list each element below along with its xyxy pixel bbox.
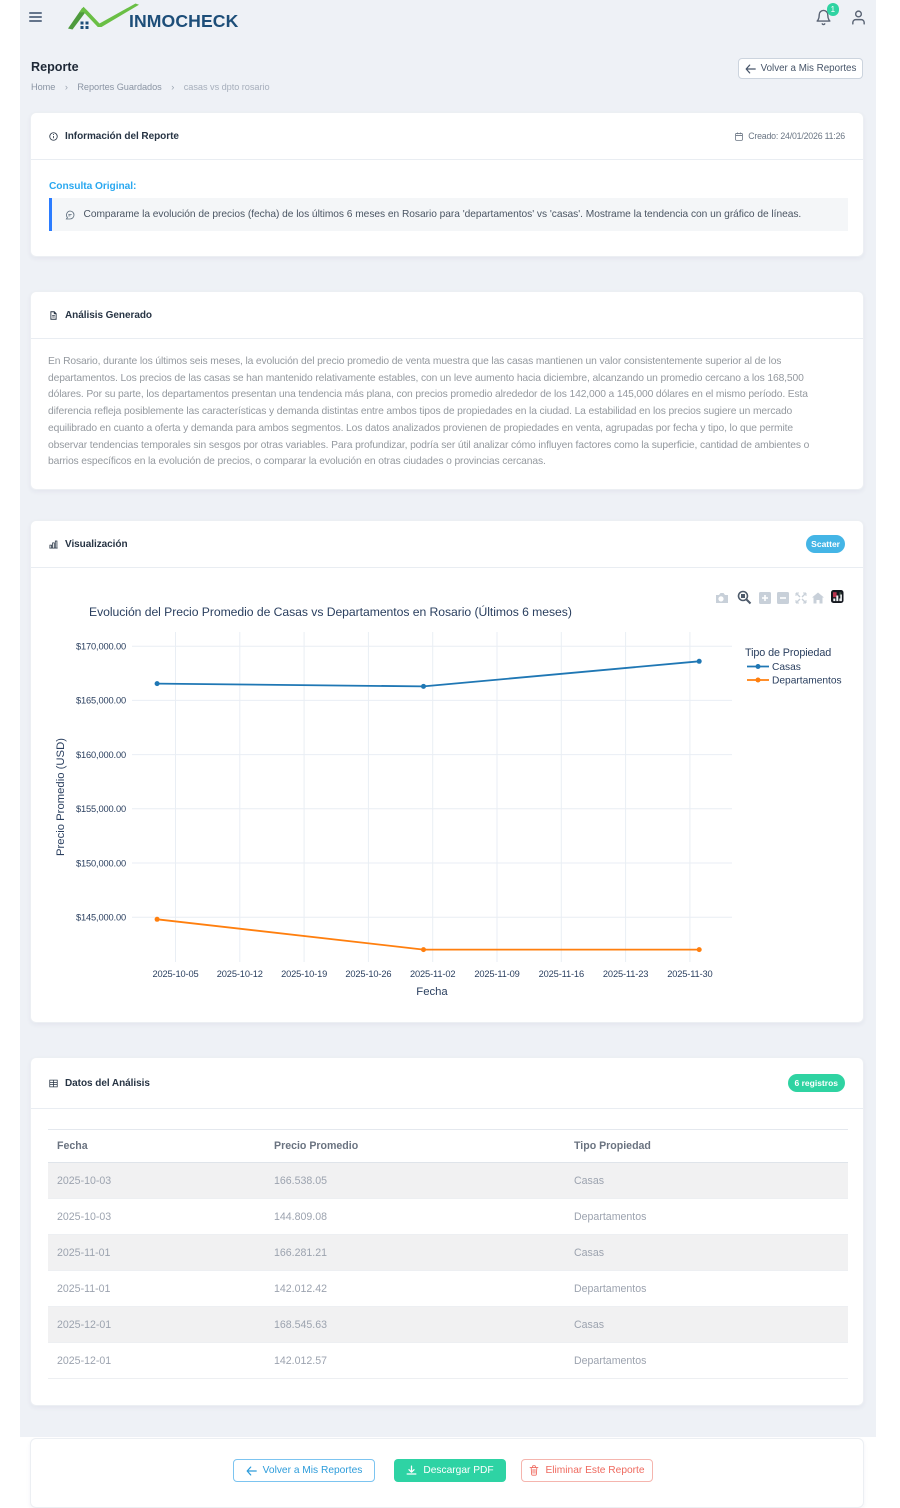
- svg-text:2025-11-30: 2025-11-30: [667, 969, 712, 979]
- svg-text:2025-11-09: 2025-11-09: [474, 969, 519, 979]
- svg-text:$170,000.00: $170,000.00: [76, 642, 126, 652]
- svg-text:Precio Promedio (USD): Precio Promedio (USD): [55, 738, 67, 856]
- svg-text:$145,000.00: $145,000.00: [76, 913, 126, 923]
- svg-text:Casas: Casas: [772, 662, 801, 673]
- svg-text:2025-10-19: 2025-10-19: [281, 969, 327, 979]
- svg-text:2025-11-16: 2025-11-16: [539, 969, 584, 979]
- svg-text:$160,000.00: $160,000.00: [76, 750, 126, 760]
- svg-text:2025-10-26: 2025-10-26: [345, 969, 391, 979]
- svg-text:2025-10-12: 2025-10-12: [217, 969, 263, 979]
- svg-text:$150,000.00: $150,000.00: [76, 858, 126, 868]
- svg-text:Departamentos: Departamentos: [772, 676, 842, 687]
- svg-text:2025-10-05: 2025-10-05: [152, 969, 198, 979]
- svg-text:Tipo de Propiedad: Tipo de Propiedad: [745, 647, 831, 659]
- svg-text:2025-11-02: 2025-11-02: [410, 969, 455, 979]
- svg-text:Fecha: Fecha: [416, 986, 448, 998]
- svg-text:2025-11-23: 2025-11-23: [603, 969, 648, 979]
- svg-text:Evolución del Precio Promedio: Evolución del Precio Promedio de Casas v…: [89, 604, 572, 619]
- svg-text:$165,000.00: $165,000.00: [76, 696, 126, 706]
- svg-text:$155,000.00: $155,000.00: [76, 804, 126, 814]
